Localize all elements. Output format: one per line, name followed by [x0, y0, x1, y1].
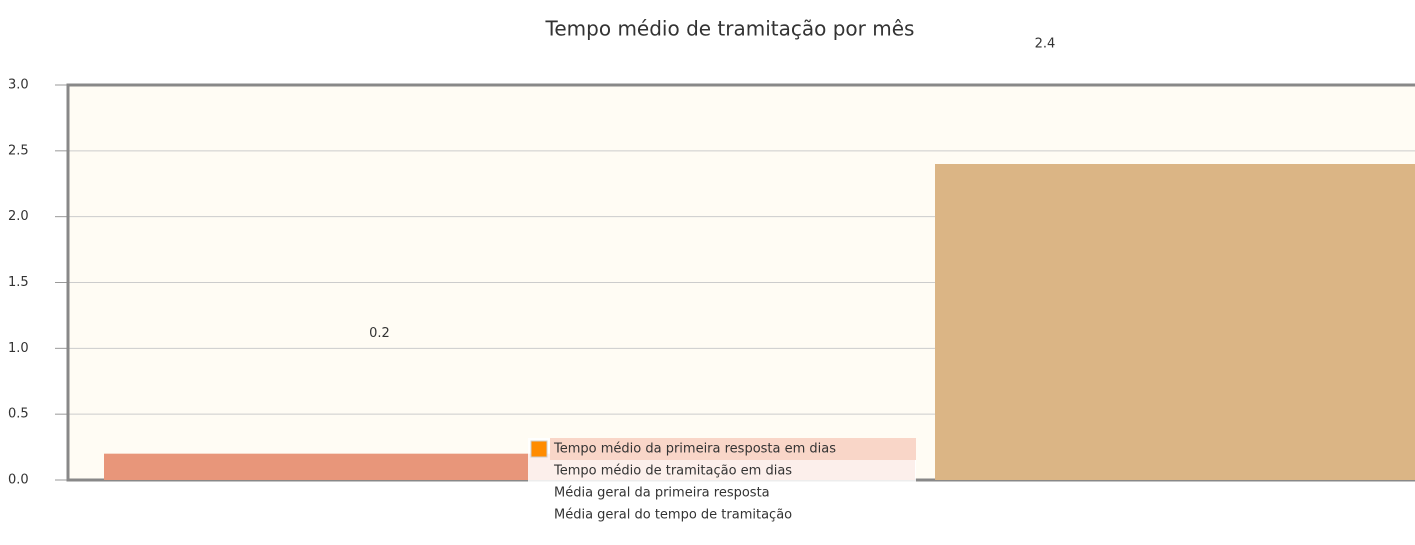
y-tick-label: 1.5	[8, 275, 29, 290]
legend-swatch	[530, 440, 548, 458]
legend-highlight	[550, 438, 916, 460]
legend-label: Tempo médio da primeira resposta em dias	[553, 442, 836, 457]
y-tick-label: 2.5	[8, 143, 29, 158]
y-tick-label: 1.0	[8, 341, 29, 356]
legend-label: Média geral da primeira resposta	[554, 486, 770, 501]
value-label: 2.4	[1035, 37, 1056, 52]
y-tick-label: 0.0	[8, 473, 29, 488]
value-label: 0.2	[369, 326, 390, 341]
legend-label: Média geral do tempo de tramitação	[554, 508, 792, 523]
bar	[935, 164, 1415, 480]
y-tick-label: 2.0	[8, 209, 29, 224]
legend-label: Tempo médio de tramitação em dias	[553, 464, 792, 479]
y-tick-label: 3.0	[8, 78, 29, 93]
chart-title: Tempo médio de tramitação por mês	[545, 17, 915, 41]
y-tick-label: 0.5	[8, 407, 29, 422]
